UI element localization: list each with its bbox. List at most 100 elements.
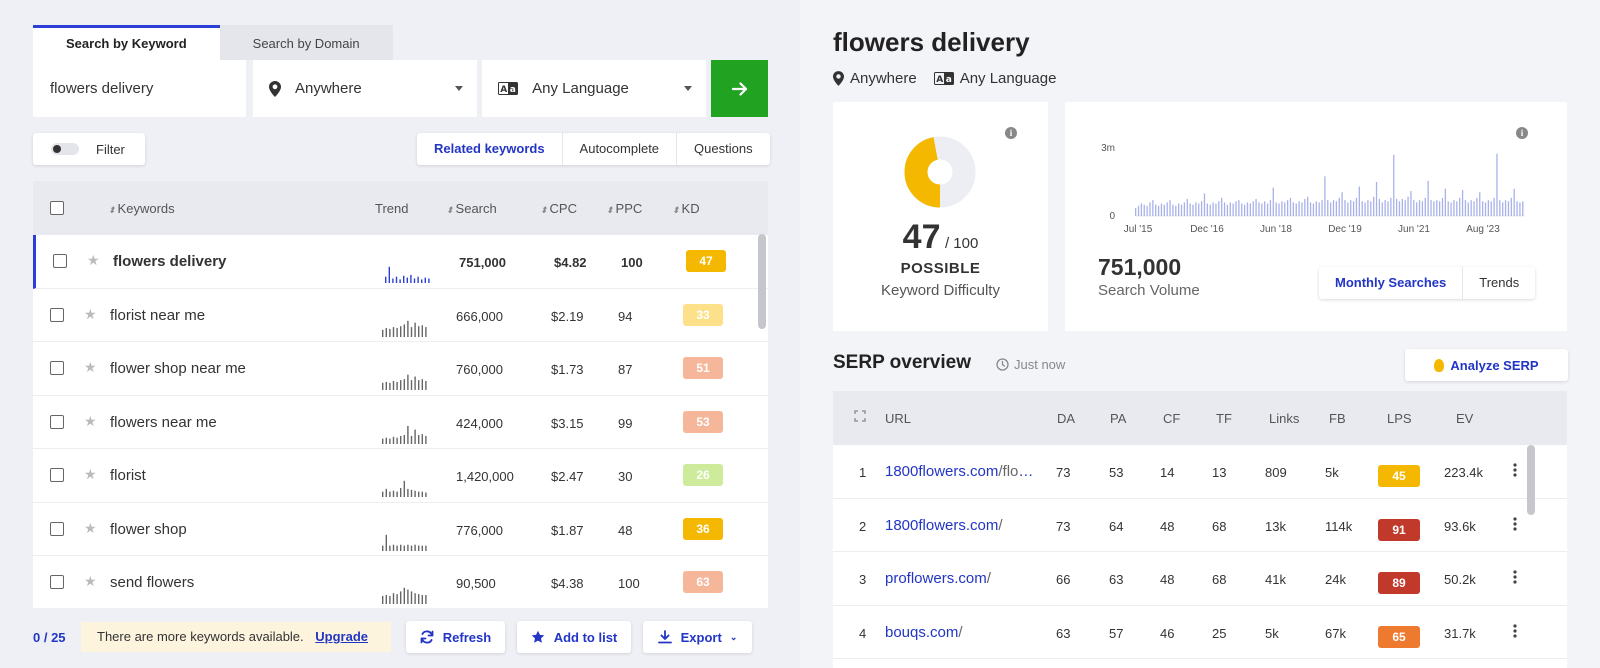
col-tf: TF (1216, 411, 1232, 426)
row-checkbox[interactable] (53, 254, 67, 268)
star-icon[interactable]: ★ (84, 573, 97, 589)
keyword-text[interactable]: send flowers (110, 574, 195, 591)
trend-bar (407, 425, 409, 444)
volume-bar (1135, 208, 1137, 216)
tab-questions[interactable]: Questions (676, 133, 770, 165)
tab-related-keywords[interactable]: Related keywords (434, 141, 545, 156)
x-tick-label: Jun '18 (1260, 224, 1292, 235)
star-icon[interactable]: ★ (87, 252, 100, 268)
info-icon[interactable]: i (1005, 127, 1017, 139)
table-row[interactable]: ★ send flowers 90,500 $4.38 100 63 (33, 556, 768, 608)
serp-url-link[interactable]: 1800flowers.com/ (885, 517, 1037, 534)
trend-bar (418, 325, 420, 337)
col-ppc[interactable]: ⬍ PPC (606, 201, 643, 216)
select-all-checkbox[interactable] (50, 201, 64, 215)
keywords-scrollbar[interactable] (758, 234, 766, 329)
more-options-icon[interactable] (1513, 569, 1517, 585)
add-to-list-button[interactable]: Add to list (517, 621, 631, 653)
toggle-switch-icon[interactable] (51, 143, 79, 155)
tab-monthly-searches[interactable]: Monthly Searches (1319, 267, 1464, 299)
location-dropdown[interactable]: Anywhere (253, 60, 478, 117)
refresh-icon (420, 630, 434, 644)
serp-url-link[interactable]: 1800flowers.com/flowers-delivery (885, 463, 1037, 480)
volume-bar (1209, 204, 1211, 216)
volume-bar (1373, 196, 1375, 216)
table-row[interactable]: ★ florist 1,420,000 $2.47 30 26 (33, 449, 768, 503)
chevron-down-icon (684, 86, 693, 91)
tab-autocomplete[interactable]: Autocomplete (561, 133, 677, 165)
volume-bar (1335, 201, 1338, 216)
volume-bar (1430, 200, 1432, 216)
more-options-icon[interactable] (1513, 623, 1517, 639)
serp-path: /flowers-delivery (998, 463, 1037, 480)
table-row[interactable]: ★ flower shop near me 760,000 $1.73 87 5… (33, 342, 768, 396)
volume-bar (1513, 188, 1515, 216)
y-tick-label: 3m (1101, 143, 1115, 154)
more-options-icon[interactable] (1513, 462, 1517, 478)
row-checkbox[interactable] (50, 361, 64, 375)
keyword-text[interactable]: flowers near me (110, 413, 217, 431)
info-icon[interactable]: i (1516, 127, 1528, 139)
cpc-value: $2.19 (551, 308, 584, 324)
volume-bar (1241, 203, 1243, 216)
trend-bar (414, 322, 416, 337)
row-checkbox[interactable] (50, 575, 64, 589)
trend-sparkline (382, 320, 427, 337)
serp-url-link[interactable]: bouqs.com/ (885, 624, 1037, 641)
volume-bar (1378, 199, 1381, 216)
keyword-text[interactable]: florist (110, 467, 146, 484)
keyword-text[interactable]: florist near me (110, 306, 206, 324)
serp-url-link[interactable]: proflowers.com/ (885, 570, 1037, 587)
table-row[interactable]: ★ florist near me 666,000 $2.19 94 33 (33, 288, 768, 342)
star-icon[interactable]: ★ (84, 466, 97, 482)
tab-trends[interactable]: Trends (1479, 275, 1520, 290)
keyword-text[interactable]: flower shop (110, 520, 187, 538)
keyword-text[interactable]: flower shop near me (110, 360, 246, 377)
star-icon[interactable]: ★ (84, 519, 97, 536)
volume-bar (1223, 202, 1226, 216)
star-icon[interactable]: ★ (84, 412, 97, 429)
more-options-icon[interactable] (1513, 516, 1517, 532)
trend-bar (382, 545, 384, 551)
serp-scrollbar[interactable] (1527, 445, 1535, 515)
col-search[interactable]: ⬍ Search (446, 201, 497, 216)
refresh-button[interactable]: Refresh (406, 621, 505, 653)
expand-icon[interactable] (854, 410, 866, 425)
col-cpc[interactable]: ⬍ CPC (540, 201, 577, 216)
keyword-text[interactable]: flowers delivery (113, 253, 227, 270)
trend-bar (403, 545, 405, 551)
col-kd[interactable]: ⬍ KD (672, 201, 700, 216)
tab-search-by-domain[interactable]: Search by Domain (219, 25, 393, 60)
col-keywords[interactable]: ⬍ Keywords (108, 201, 175, 216)
serp-domain: 1800flowers.com (885, 463, 999, 480)
difficulty-max: / 100 (944, 235, 979, 252)
table-row[interactable]: ★ flowers near me 424,000 $3.15 99 53 (33, 395, 768, 449)
lps-badge: 89 (1378, 572, 1420, 594)
row-checkbox[interactable] (50, 521, 64, 536)
upgrade-link[interactable]: Upgrade (315, 629, 369, 644)
search-submit-button[interactable] (711, 60, 769, 117)
filter-toggle[interactable]: Filter (33, 133, 145, 165)
volume-bar (1461, 189, 1464, 216)
trend-bar (414, 376, 416, 390)
volume-bar (1149, 202, 1151, 216)
star-icon[interactable]: ★ (84, 305, 97, 322)
row-checkbox[interactable] (50, 414, 64, 429)
export-button[interactable]: Export ⌄ (643, 621, 752, 653)
analyze-serp-button[interactable]: Analyze SERP (1405, 349, 1568, 381)
trend-sparkline (382, 374, 427, 390)
volume-bar (1516, 201, 1518, 216)
row-checkbox[interactable] (50, 468, 64, 482)
table-row[interactable]: ★ flowers delivery 751,000 $4.82 100 47 (33, 235, 768, 289)
volume-bar (1212, 202, 1214, 216)
tab-search-by-keyword[interactable]: Search by Keyword (33, 25, 220, 60)
trend-bar (421, 324, 423, 337)
star-icon[interactable]: ★ (84, 359, 97, 375)
trend-bar (407, 488, 409, 497)
table-row[interactable]: ★ flower shop 776,000 $1.87 48 36 (33, 502, 768, 556)
sort-icon: ⬍ (446, 205, 454, 215)
keyword-input[interactable] (33, 60, 246, 117)
row-checkbox[interactable] (50, 307, 64, 322)
